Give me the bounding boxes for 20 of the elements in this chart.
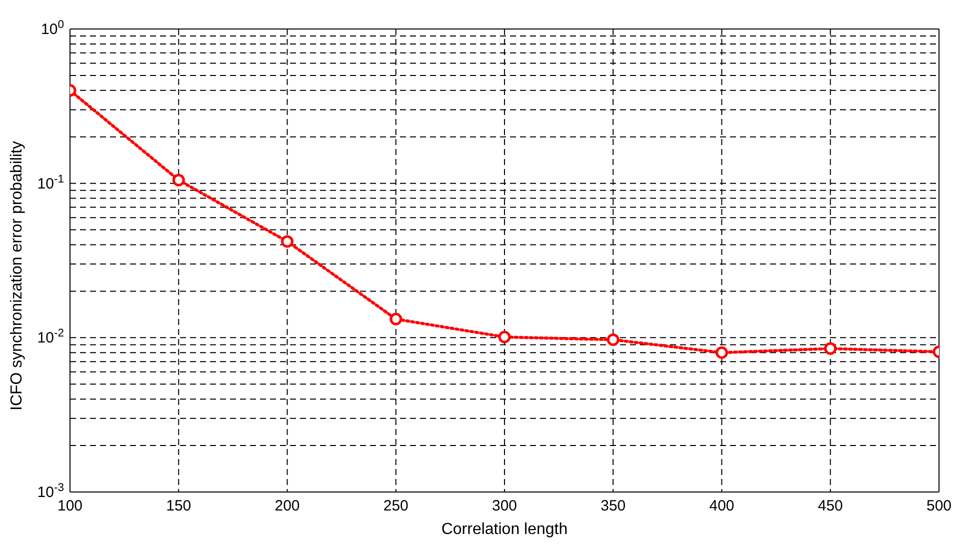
point (716, 346, 728, 359)
x-tick-label: 450 (818, 498, 843, 515)
x-tick-label: 300 (492, 498, 518, 515)
y-tick-label: 10$^{0}$ (41, 19, 64, 38)
x-tick-label: 350 (600, 498, 626, 515)
point (498, 330, 511, 344)
x-tick-label: 250 (383, 498, 408, 515)
point (281, 235, 294, 248)
point (606, 333, 620, 346)
point (172, 174, 185, 186)
x-tick-label: 400 (709, 498, 734, 515)
x-tick-label: 200 (274, 498, 300, 515)
y-tick-label: 10$^{-2}$ (37, 328, 64, 347)
point (390, 312, 402, 326)
y-axis-title: ICFO synchronization error probability (8, 141, 26, 410)
y-tick-label: 10$^{-1}$ (37, 173, 64, 192)
x-axis-title: Correlation length (441, 521, 568, 538)
point (824, 342, 837, 355)
x-tick-label: 500 (926, 498, 952, 515)
x-tick-label: 150 (166, 498, 192, 515)
